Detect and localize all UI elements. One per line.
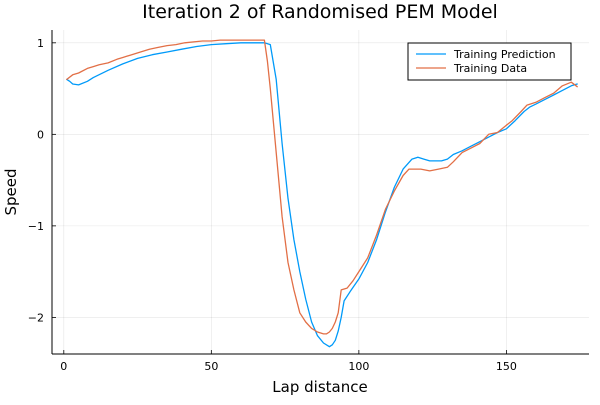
y-tick-label: 0 bbox=[37, 128, 44, 141]
y-tick-label: 1 bbox=[37, 37, 44, 50]
x-tick-label: 0 bbox=[60, 360, 67, 373]
y-tick-label: −2 bbox=[28, 311, 44, 324]
x-axis-label: Lap distance bbox=[272, 378, 367, 396]
series-line-training-prediction bbox=[66, 42, 578, 348]
grid-layer bbox=[52, 30, 589, 354]
legend-box bbox=[407, 42, 572, 81]
y-axis-label: Speed bbox=[2, 168, 20, 215]
chart-title: Iteration 2 of Randomised PEM Model bbox=[142, 1, 498, 23]
x-tick-label: 100 bbox=[348, 360, 369, 373]
x-tick-label: 50 bbox=[204, 360, 218, 373]
series-layer bbox=[66, 39, 578, 348]
legend: Training Prediction Training Data bbox=[407, 42, 572, 81]
axis-layer bbox=[51, 30, 589, 355]
legend-label-training-prediction: Training Prediction bbox=[453, 48, 556, 61]
legend-label-training-data: Training Data bbox=[453, 62, 527, 75]
x-tick-label: 150 bbox=[496, 360, 517, 373]
y-tick-label: −1 bbox=[28, 220, 44, 233]
series-line-training-data bbox=[66, 39, 578, 335]
ticks-layer: 0 50 100 150 −2 −1 0 1 bbox=[28, 37, 517, 373]
